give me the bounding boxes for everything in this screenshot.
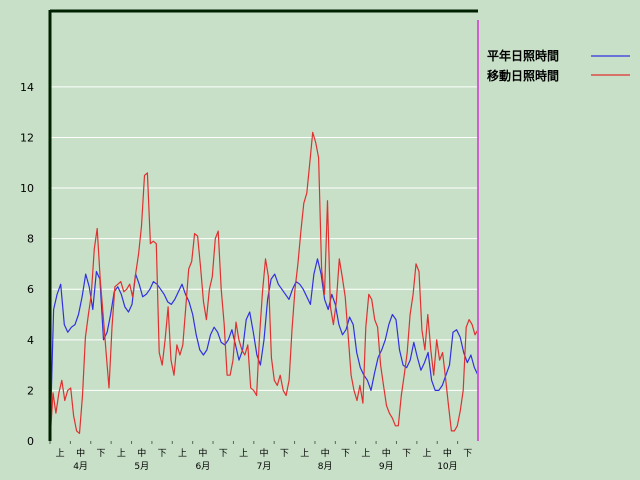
x-month-label: 8月 [318, 461, 333, 472]
x-sub-label: 下 [158, 449, 167, 459]
x-sub-label: 上 [239, 448, 248, 459]
x-sub-label: 上 [117, 448, 126, 459]
y-tick-label: 6 [27, 283, 34, 296]
x-axis-ticks: 上中下上中下上中下上中下上中下上中下上中下4月 5月 6月 7月 8月 9月 10月 [49, 441, 472, 472]
x-sub-label: 上 [300, 448, 309, 459]
x-sub-label: 上 [423, 448, 432, 459]
y-tick-label: 8 [27, 233, 34, 246]
y-tick-label: 0 [27, 435, 34, 448]
legend-label-normal: 平年日照時間 [487, 48, 559, 63]
y-tick-label: 4 [27, 334, 34, 347]
x-sub-label: 上 [361, 448, 370, 459]
x-sub-label: 中 [137, 447, 146, 459]
axes [48, 9, 479, 441]
x-month-label: 6月 [195, 461, 210, 472]
x-sub-label: 下 [96, 449, 105, 459]
y-tick-label: 14 [20, 81, 34, 94]
series-line-normal-sunshine [49, 258, 479, 442]
legend-label-moving: 移動日照時間 [487, 68, 559, 83]
y-tick-label: 2 [27, 384, 34, 397]
series-lines [49, 131, 479, 442]
x-sub-label: 中 [443, 447, 452, 459]
x-month-label: 10月 [437, 461, 457, 472]
x-sub-label: 中 [259, 447, 268, 459]
y-tick-label: 12 [20, 131, 34, 144]
x-sub-label: 中 [321, 447, 330, 459]
x-sub-label: 下 [463, 449, 472, 459]
y-tick-label: 10 [20, 182, 34, 195]
series-line-moving-sunshine [49, 131, 479, 442]
x-sub-label: 上 [178, 448, 187, 459]
x-sub-label: 中 [198, 447, 207, 459]
x-sub-label: 下 [280, 449, 289, 459]
x-month-label: 9月 [379, 461, 394, 472]
legend: 平年日照時間 移動日照時間 [487, 48, 630, 83]
x-month-label: 7月 [257, 461, 272, 472]
x-month-label: 5月 [134, 461, 149, 472]
x-sub-label: 下 [341, 449, 350, 459]
x-month-label: 4月 [73, 461, 88, 472]
x-sub-label: 中 [76, 447, 85, 459]
x-sub-label: 上 [56, 448, 65, 459]
y-axis-ticks: 0 2 4 6 8 10 12 14 [20, 81, 34, 448]
x-sub-label: 中 [382, 447, 391, 459]
x-sub-label: 下 [402, 449, 411, 459]
x-sub-label: 下 [219, 449, 228, 459]
